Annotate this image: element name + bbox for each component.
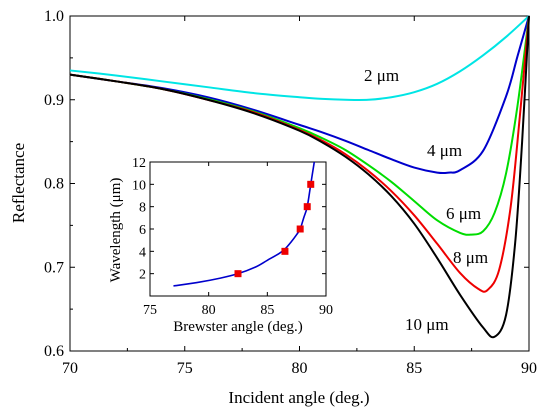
series-label-2um: 2 μm xyxy=(364,66,399,85)
inset-y-tick-label: 4 xyxy=(139,245,146,260)
series-label-6um: 6 μm xyxy=(446,204,481,223)
inset-data-point xyxy=(307,180,315,188)
main-x-tick-label: 70 xyxy=(62,360,78,377)
series-label-8um: 8 μm xyxy=(453,248,488,267)
inset-data-point xyxy=(296,225,304,233)
main-y-tick-label: 0.9 xyxy=(44,92,64,109)
series-label-10um: 10 μm xyxy=(405,315,449,334)
series-line-4 xyxy=(69,15,530,339)
inset-x-tick-label: 80 xyxy=(202,303,216,318)
main-x-ticks: 70 75 80 85 90 xyxy=(62,16,537,377)
inset-x-axis-label: Brewster angle (deg.) xyxy=(173,319,303,335)
main-x-tick-label: 80 xyxy=(292,360,308,377)
inset-y-tick-label: 12 xyxy=(132,156,146,171)
inset-data-points xyxy=(234,180,315,278)
main-x-tick-label: 85 xyxy=(406,360,422,377)
main-y-tick-label: 0.7 xyxy=(44,259,64,276)
inset-x-tick-label: 85 xyxy=(260,303,274,318)
inset-x-ticks: 75 80 85 90 xyxy=(143,162,333,318)
main-y-tick-label: 1.0 xyxy=(44,8,64,25)
y-axis-label: Reflectance xyxy=(9,143,28,223)
inset-x-tick-label: 90 xyxy=(319,303,333,318)
inset-x-tick-label: 75 xyxy=(143,303,157,318)
main-y-tick-label: 0.6 xyxy=(44,343,64,360)
main-x-tick-label: 75 xyxy=(177,360,193,377)
series-line-0 xyxy=(69,15,530,101)
main-y-tick-label: 0.8 xyxy=(44,176,64,193)
inset-y-tick-label: 6 xyxy=(139,223,146,238)
main-series-lines xyxy=(69,15,530,339)
series-line-1 xyxy=(69,15,530,175)
inset-data-point xyxy=(281,247,289,255)
x-axis-label: Incident angle (deg.) xyxy=(228,388,369,407)
inset-y-ticks: 2 4 6 8 10 12 xyxy=(132,156,326,283)
series-label-4um: 4 μm xyxy=(427,141,462,160)
inset-y-tick-label: 8 xyxy=(139,201,146,216)
inset-y-tick-label: 2 xyxy=(139,268,146,283)
main-y-ticks: 0.6 0.7 0.8 0.9 1.0 xyxy=(44,8,529,360)
inset-data-point xyxy=(234,270,242,278)
inset-y-tick-label: 10 xyxy=(132,178,146,193)
main-x-tick-label: 90 xyxy=(521,360,537,377)
inset-y-axis-label: Wavelength (μm) xyxy=(108,178,124,283)
inset-data-point xyxy=(303,203,311,211)
